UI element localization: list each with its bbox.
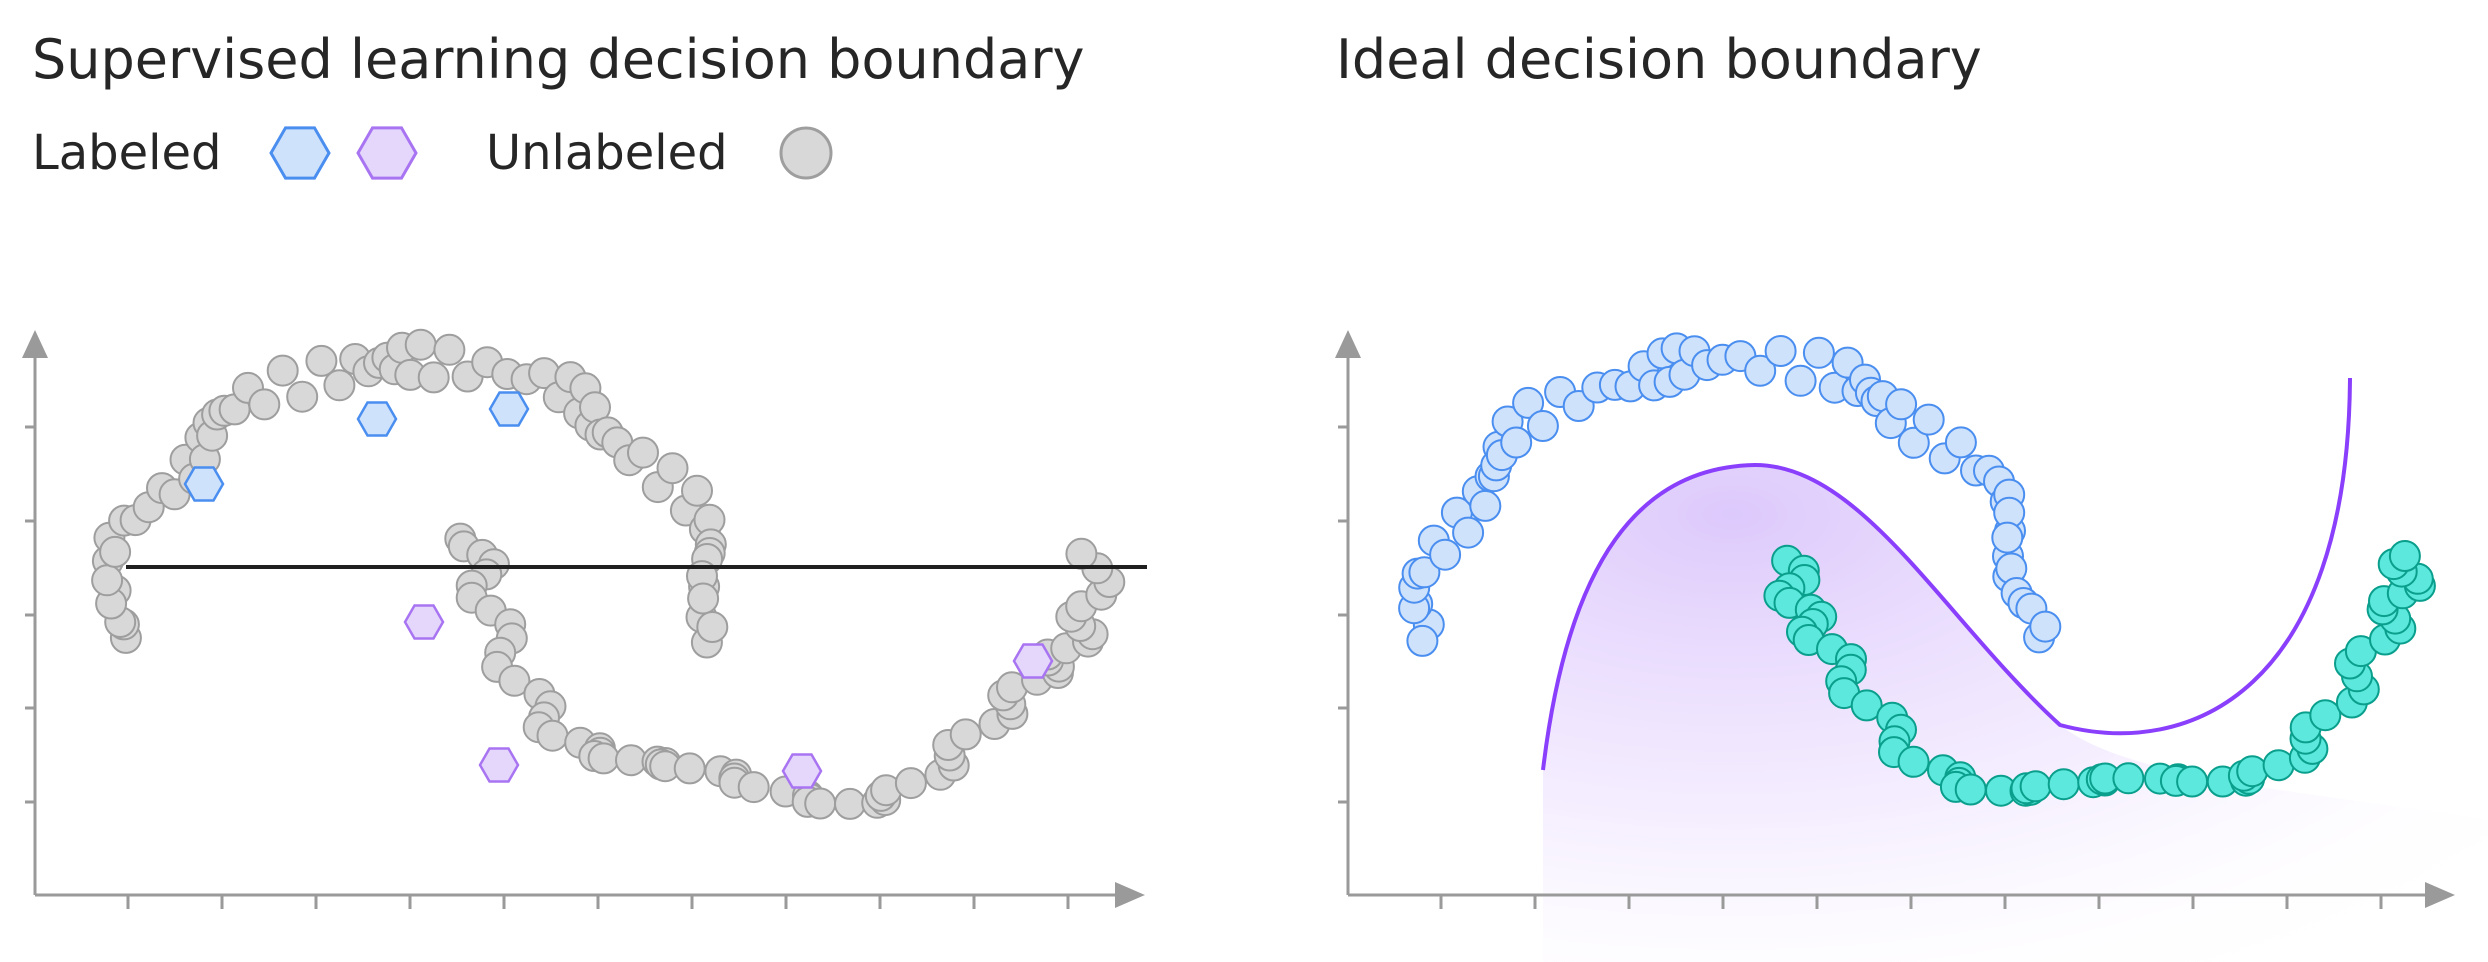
class-a-point	[1897, 426, 1930, 459]
blue-hexagon-icon	[269, 126, 331, 180]
unlabeled-point	[1065, 537, 1098, 570]
unlabeled-point	[305, 344, 338, 377]
unlabeled-point	[656, 452, 689, 485]
y-axis-arrow-icon	[22, 330, 48, 358]
unlabeled-point	[536, 719, 569, 752]
unlabeled-point	[627, 436, 659, 469]
labeled-purple-point	[1012, 643, 1054, 679]
class-a-point	[1500, 426, 1533, 459]
class-b-point	[2019, 770, 2052, 803]
class-a-point	[2029, 610, 2062, 643]
purple-hexagon-icon	[356, 126, 418, 180]
unlabeled-point	[737, 771, 770, 804]
class-a-point	[1429, 538, 1462, 571]
unlabeled-point	[696, 611, 729, 643]
labeled-blue-point	[356, 401, 398, 437]
labeled-blue-point	[183, 466, 225, 502]
class-b-point	[2236, 755, 2269, 788]
class-a-point	[1764, 335, 1797, 367]
class-b-point	[2047, 768, 2080, 801]
supervised-panel	[22, 328, 1147, 909]
class-b-point	[2262, 749, 2295, 782]
class-b-point	[2176, 765, 2209, 798]
class-a-point	[1469, 489, 1502, 522]
class-a-point	[1802, 336, 1835, 369]
unlabeled-point	[286, 380, 319, 413]
unlabeled-point	[91, 564, 124, 597]
labeled-blue-point	[488, 391, 530, 427]
legend-icons	[269, 126, 833, 180]
x-axis-arrow-icon	[1115, 882, 1145, 908]
unlabeled-point	[498, 664, 531, 697]
class-a-point	[1406, 624, 1439, 657]
ideal-panel-title: Ideal decision boundary	[1336, 28, 1982, 91]
class-b-point	[2112, 762, 2145, 795]
class-a-point	[1744, 354, 1777, 387]
unlabeled-point	[894, 767, 927, 800]
unlabeled-point	[834, 787, 866, 820]
unlabeled-point	[99, 535, 132, 568]
class-b-point	[1954, 773, 1987, 806]
class-a-point	[1912, 403, 1945, 436]
unlabeled-point	[687, 582, 720, 615]
class-a-point	[1512, 386, 1545, 419]
gray-circle-icon	[779, 126, 833, 180]
y-axis-arrow-icon	[1335, 330, 1361, 358]
supervised-panel-title: Supervised learning decision boundary	[32, 28, 1085, 91]
unlabeled-point	[433, 333, 466, 366]
ideal-panel	[1335, 330, 2488, 962]
class-a-point	[1526, 410, 1559, 442]
class-a-point	[1885, 388, 1918, 421]
unlabeled-point	[681, 474, 713, 507]
labeled-purple-point	[781, 753, 823, 789]
unlabeled-point	[323, 369, 356, 402]
class-a-point	[1452, 516, 1485, 549]
class-a-point	[1408, 556, 1441, 589]
unlabeled-point	[804, 787, 837, 820]
class-b-point	[1897, 745, 1930, 778]
ideal-decision-boundary	[1541, 377, 2352, 771]
x-axis-arrow-icon	[2425, 882, 2455, 908]
legend-unlabeled-label: Unlabeled	[486, 125, 728, 181]
unlabeled-point	[266, 354, 299, 387]
unlabeled-point	[417, 361, 450, 394]
class-a-point	[1944, 426, 1977, 459]
class-a-point	[1784, 364, 1817, 397]
unlabeled-point	[949, 718, 982, 751]
labeled-purple-point	[478, 747, 520, 783]
labeled-purple-point	[403, 604, 445, 640]
unlabeled-point	[587, 742, 620, 775]
unlabeled-point	[404, 328, 437, 361]
unlabeled-point	[615, 744, 647, 777]
unlabeled-point	[248, 388, 281, 421]
class-b-point	[2309, 699, 2342, 732]
legend-labeled-label: Labeled	[32, 125, 222, 181]
unlabeled-point	[673, 752, 706, 785]
class-a-point	[1991, 521, 2024, 554]
class-b-point	[2388, 540, 2421, 572]
class-b-point	[1850, 689, 1883, 722]
